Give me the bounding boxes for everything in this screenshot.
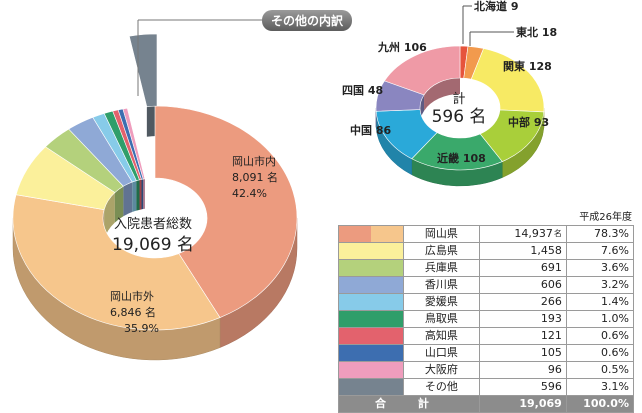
- label-okayama-city-name: 岡山市内: [232, 154, 276, 168]
- main-donut-inner-wall-6: [136, 180, 139, 211]
- region-label-3: 中部 93: [508, 115, 549, 129]
- callout-label: その他の内訳: [271, 13, 344, 28]
- row-percent: 0.6%: [566, 345, 633, 362]
- row-swatch: [339, 328, 404, 345]
- row-unit: 名: [554, 229, 562, 238]
- region-label-5: 中国 86: [350, 123, 391, 137]
- row-swatch: [339, 226, 404, 243]
- row-count: 596: [479, 379, 566, 396]
- main-donut-inner-wall-5: [132, 181, 136, 212]
- callout: その他の内訳: [138, 10, 352, 96]
- region-center-title: 計: [452, 91, 465, 107]
- row-percent: 3.2%: [566, 277, 633, 294]
- region-donut-slice-2: [471, 48, 544, 111]
- main-donut-inner-wall-8: [142, 179, 144, 209]
- label-okayama-city-percent: 42.4%: [232, 187, 267, 200]
- row-count: 193: [479, 311, 566, 328]
- region-label-2: 関東 128: [503, 59, 552, 73]
- row-count: 691: [479, 260, 566, 277]
- row-percent: 3.6%: [566, 260, 633, 277]
- row-percent: 1.0%: [566, 311, 633, 328]
- row-name: 高知県: [403, 328, 479, 345]
- row-swatch: [339, 243, 404, 260]
- main-donut-inner-wall-7: [140, 179, 142, 209]
- row-swatch: [339, 362, 404, 379]
- region-center-value: 596 名: [432, 107, 487, 127]
- row-percent: 0.5%: [566, 362, 633, 379]
- row-name: 香川県: [403, 277, 479, 294]
- region-label-4: 近畿 108: [437, 151, 486, 165]
- region-label-6: 四国 48: [342, 84, 383, 97]
- row-name: 山口県: [403, 345, 479, 362]
- year-label: 平成26年度: [579, 208, 632, 223]
- main-center-value: 19,069 名: [112, 235, 194, 255]
- row-swatch: [339, 294, 404, 311]
- row-percent: 78.3%: [566, 226, 633, 243]
- row-count: 121: [479, 328, 566, 345]
- row-swatch: [339, 311, 404, 328]
- row-swatch: [339, 379, 404, 396]
- main-donut-inner-wall-4: [123, 182, 132, 216]
- row-count: 1,458: [479, 243, 566, 260]
- row-name: 兵庫県: [403, 260, 479, 277]
- row-percent: 0.6%: [566, 328, 633, 345]
- region-label-0: 北海道 9: [474, 0, 518, 13]
- row-swatch: [339, 260, 404, 277]
- total-label: 合 計: [339, 396, 480, 413]
- label-okayama-outer-name: 岡山市外: [110, 289, 154, 303]
- row-count: 105: [479, 345, 566, 362]
- region-label-7: 九州 106: [377, 40, 427, 54]
- row-count: 14,937名: [479, 226, 566, 243]
- total-count: 19,069: [479, 396, 566, 413]
- main-donut-inner-wall-9: [143, 179, 145, 209]
- row-name: 広島県: [403, 243, 479, 260]
- row-name: その他: [403, 379, 479, 396]
- row-swatch: [339, 345, 404, 362]
- region-label-1: 東北 18: [516, 25, 557, 39]
- main-center-title: 入院患者総数: [114, 217, 192, 232]
- row-count: 96: [479, 362, 566, 379]
- row-name: 岡山県: [403, 226, 479, 243]
- row-swatch: [339, 277, 404, 294]
- row-name: 鳥取県: [403, 311, 479, 328]
- total-percent: 100.0%: [566, 396, 633, 413]
- row-percent: 7.6%: [566, 243, 633, 260]
- row-count: 266: [479, 294, 566, 311]
- row-count: 606: [479, 277, 566, 294]
- label-okayama-outer-count: 6,846 名: [110, 305, 156, 319]
- main-donut-slice-10: [129, 34, 157, 107]
- label-okayama-outer-percent: 35.9%: [124, 322, 159, 335]
- row-name: 愛媛県: [403, 294, 479, 311]
- row-percent: 3.1%: [566, 379, 633, 396]
- label-okayama-city-count: 8,091 名: [232, 170, 278, 184]
- row-name: 大阪府: [403, 362, 479, 379]
- row-percent: 1.4%: [566, 294, 633, 311]
